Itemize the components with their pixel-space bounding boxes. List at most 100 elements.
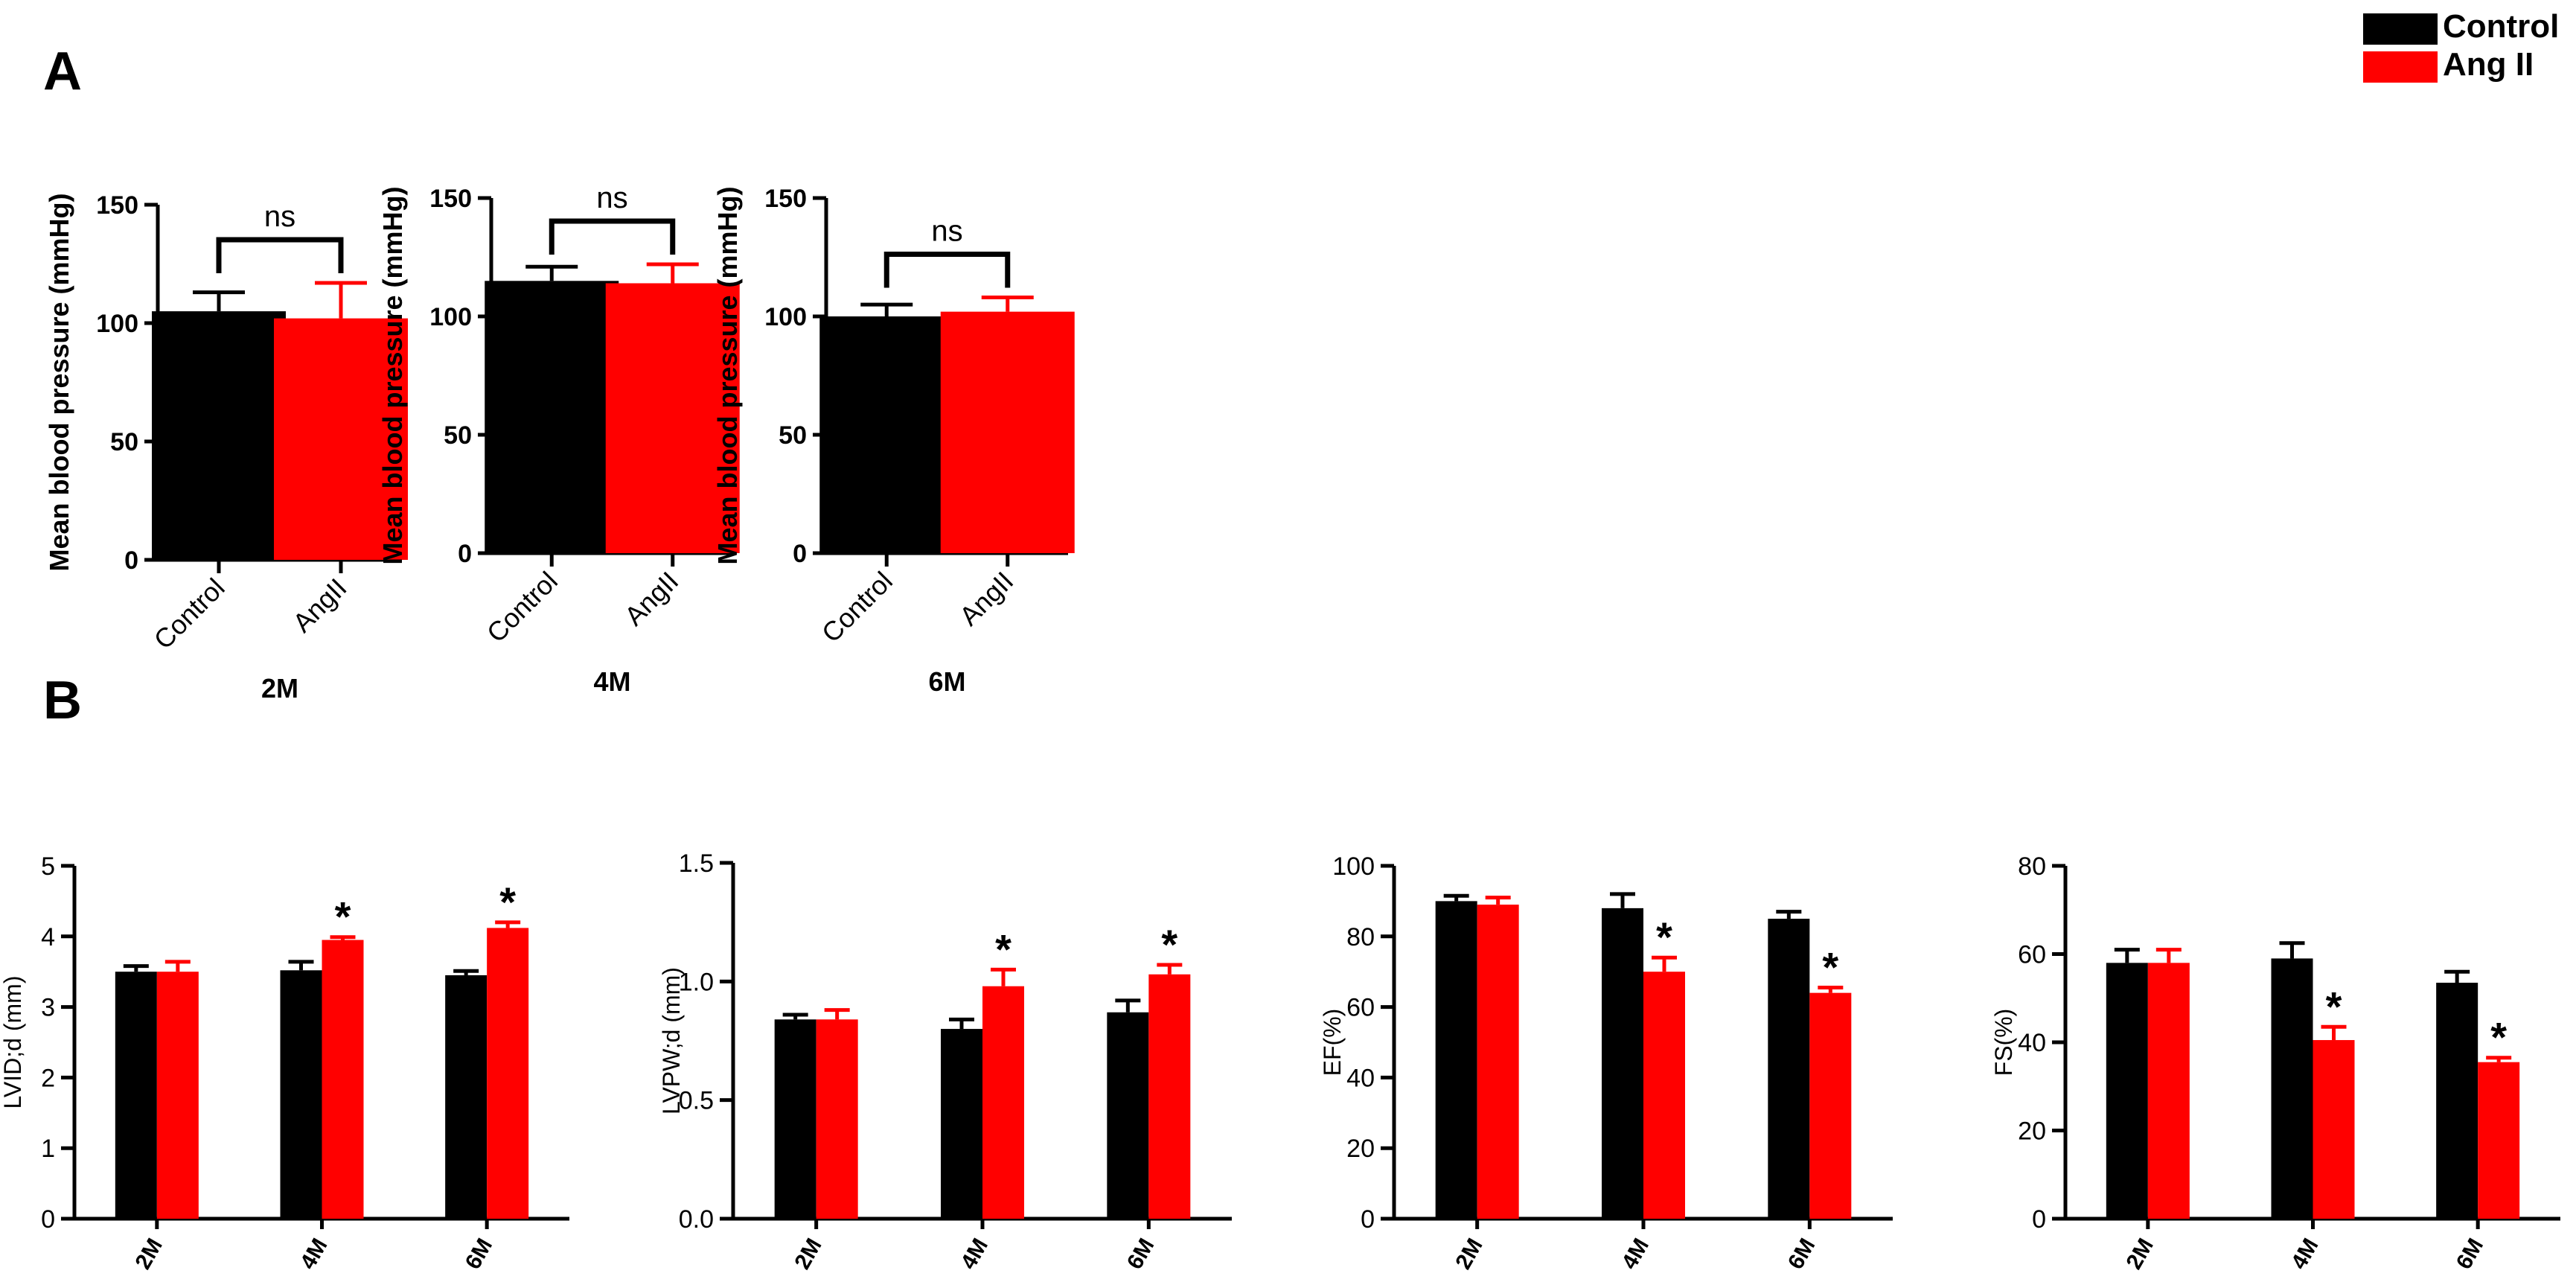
significance-star: * xyxy=(1656,913,1672,960)
y-axis-label: Mean blood pressure (mmHg) xyxy=(712,186,743,564)
bar-control xyxy=(2271,958,2313,1219)
x-tick-label: 4M xyxy=(1617,1234,1654,1274)
y-tick-label: 4 xyxy=(41,923,55,951)
legend-swatch-control xyxy=(2363,13,2438,45)
significance-bracket xyxy=(549,218,676,255)
x-tick-label: AngII xyxy=(619,566,684,631)
bar-angii xyxy=(1477,905,1519,1219)
x-tick-label: 6M xyxy=(461,1234,497,1274)
y-tick-label: 50 xyxy=(110,428,138,456)
bar-control xyxy=(1768,919,1810,1219)
y-tick-label: 80 xyxy=(2018,852,2046,881)
significance-star: * xyxy=(995,925,1011,972)
chart-title: 2M xyxy=(261,673,298,704)
significance-star: * xyxy=(1822,944,1838,991)
y-tick-label: 0 xyxy=(458,540,472,568)
significance-star: * xyxy=(335,893,351,940)
chart-b1: 0 1 2 3 4 5 LVID;d (mm) 2M * 4M * 6M xyxy=(0,852,569,1274)
bar-angii xyxy=(940,311,1075,553)
y-tick-label: 100 xyxy=(96,310,138,338)
bar-angii xyxy=(1148,974,1191,1219)
y-tick-label: 0 xyxy=(124,546,138,575)
chart-a1: 0 50 100 150 Mean blood pressure (mmHg) Contr… xyxy=(44,191,408,704)
y-tick-label: 100 xyxy=(1332,852,1375,881)
significance-label: ns xyxy=(596,182,627,214)
x-tick-label: 2M xyxy=(130,1234,167,1274)
legend-swatch-angii xyxy=(2363,51,2438,83)
y-tick-label: 5 xyxy=(41,852,55,881)
chart-a3: 0 50 100 150 Mean blood pressure (mmHg) Contr… xyxy=(712,185,1075,697)
x-tick-label: 2M xyxy=(1451,1234,1487,1274)
x-tick-label: Control xyxy=(481,566,563,648)
x-tick-label: 2M xyxy=(2121,1234,2158,1274)
y-tick-label: 50 xyxy=(444,421,472,450)
bar-control xyxy=(1107,1012,1149,1219)
y-tick-label: 2 xyxy=(41,1064,55,1092)
y-tick-label: 3 xyxy=(41,994,55,1022)
y-tick-label: 150 xyxy=(429,185,472,213)
y-axis-label: Mean blood pressure (mmHg) xyxy=(44,193,74,571)
significance-star: * xyxy=(1161,921,1177,968)
significance-star: * xyxy=(499,878,516,925)
bar-control xyxy=(152,311,286,560)
bar-angii xyxy=(1643,972,1685,1219)
y-tick-label: 0.5 xyxy=(679,1087,714,1115)
y-axis-label: FS(%) xyxy=(1990,1009,2017,1077)
y-tick-label: 50 xyxy=(779,421,807,450)
y-tick-label: 1.5 xyxy=(679,849,714,878)
bar-angii xyxy=(1809,992,1852,1219)
significance-star: * xyxy=(2490,1014,2507,1061)
chart-b3: 0 20 40 60 80 100 EF(%) 2M * 4M * 6M xyxy=(1319,852,1893,1274)
bar-angii xyxy=(322,940,364,1219)
legend-label-angii: Ang II xyxy=(2443,46,2534,83)
bar-control xyxy=(2106,963,2148,1219)
x-tick-label: AngII xyxy=(287,573,352,638)
x-tick-label: 6M xyxy=(1122,1234,1159,1274)
y-tick-label: 0 xyxy=(793,540,807,568)
y-axis-label: LVPW;d (mm) xyxy=(658,967,685,1114)
chart-title: 6M xyxy=(928,666,965,697)
y-tick-label: 150 xyxy=(96,191,138,220)
y-tick-label: 0 xyxy=(2032,1205,2046,1234)
y-tick-label: 1 xyxy=(41,1135,55,1163)
bar-control xyxy=(774,1019,816,1219)
x-tick-label: Control xyxy=(148,573,231,655)
y-axis-label: Mean blood pressure (mmHg) xyxy=(377,186,408,564)
significance-label: ns xyxy=(931,215,962,248)
x-tick-label: 2M xyxy=(790,1234,826,1274)
static-labels: A B Control Ang II xyxy=(43,8,2559,730)
bar-angii xyxy=(156,972,199,1219)
legend: Control Ang II xyxy=(2363,8,2559,83)
panel-label-a: A xyxy=(43,42,82,101)
bar-angii xyxy=(2313,1040,2355,1219)
bar-control xyxy=(819,316,954,553)
significance-bracket xyxy=(216,237,344,273)
bar-angii xyxy=(816,1019,858,1219)
bar-angii xyxy=(2478,1062,2520,1219)
bar-angii xyxy=(487,928,529,1219)
significance-label: ns xyxy=(264,200,295,233)
y-tick-label: 0 xyxy=(41,1205,55,1234)
bar-control xyxy=(1602,908,1643,1219)
x-tick-label: AngII xyxy=(953,566,1019,631)
chart-title: 4M xyxy=(593,666,630,697)
y-axis-label: EF(%) xyxy=(1319,1009,1346,1077)
bar-angii xyxy=(274,318,408,560)
chart-b2: 0.0 0.5 1.0 1.5 LVPW;d (mm) 2M * 4M * 6M xyxy=(658,849,1232,1274)
bar-control xyxy=(280,970,322,1219)
bar-angii xyxy=(2147,963,2190,1219)
chart-a2: 0 50 100 150 Mean blood pressure (mmHg) Contr… xyxy=(377,182,740,697)
y-tick-label: 20 xyxy=(2018,1117,2046,1146)
chart-b4: 0 20 40 60 80 FS(%) 2M * 4M * 6M xyxy=(1990,852,2560,1274)
y-tick-label: 150 xyxy=(764,185,807,213)
bar-control xyxy=(485,281,619,553)
x-tick-label: Control xyxy=(816,566,898,648)
x-tick-label: 4M xyxy=(295,1234,332,1274)
x-tick-label: 6M xyxy=(2452,1234,2488,1274)
x-tick-label: 4M xyxy=(2286,1234,2323,1274)
y-tick-label: 100 xyxy=(429,303,472,331)
significance-bracket xyxy=(883,252,1011,288)
bar-angii xyxy=(605,283,740,553)
